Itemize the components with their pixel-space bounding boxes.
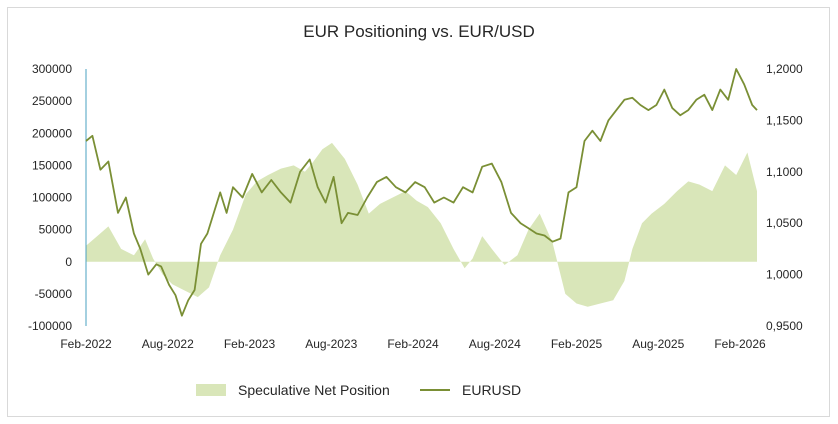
y-right-tick-label: 0,9500 bbox=[766, 319, 803, 333]
legend-label-position: Speculative Net Position bbox=[238, 382, 390, 398]
y-left-tick-label: 250000 bbox=[32, 94, 72, 108]
legend: Speculative Net Position EURUSD bbox=[0, 382, 838, 402]
legend-item-position: Speculative Net Position bbox=[196, 382, 390, 398]
y-right-tick-label: 1,1500 bbox=[766, 113, 803, 127]
y-left-tick-label: 200000 bbox=[32, 126, 72, 140]
y-right-tick-label: 1,0500 bbox=[766, 216, 803, 230]
series-area-speculative-net-position bbox=[86, 142, 757, 307]
legend-item-eurusd: EURUSD bbox=[420, 382, 521, 398]
y-left-tick-label: 50000 bbox=[39, 223, 73, 237]
y-left-tick-label: 100000 bbox=[32, 191, 72, 205]
y-right-tick-label: 1,1000 bbox=[766, 165, 803, 179]
legend-swatch-area bbox=[196, 384, 226, 396]
y-left-tick-label: 300000 bbox=[32, 62, 72, 76]
x-tick-label: Feb-2023 bbox=[224, 337, 276, 351]
x-tick-label: Aug-2023 bbox=[305, 337, 357, 351]
y-left-tick-label: -100000 bbox=[28, 319, 72, 333]
x-tick-label: Feb-2022 bbox=[60, 337, 112, 351]
y-right-tick-label: 1,0000 bbox=[766, 268, 803, 282]
x-tick-label: Feb-2026 bbox=[714, 337, 766, 351]
y-right-tick-label: 1,2000 bbox=[766, 62, 803, 76]
legend-swatch-line bbox=[420, 389, 450, 391]
y-left-tick-label: 150000 bbox=[32, 158, 72, 172]
legend-label-eurusd: EURUSD bbox=[462, 382, 522, 398]
chart-title: EUR Positioning vs. EUR/USD bbox=[303, 22, 535, 41]
x-tick-label: Aug-2025 bbox=[632, 337, 684, 351]
y-left-tick-label: -50000 bbox=[35, 287, 73, 301]
y-left-tick-label: 0 bbox=[65, 255, 72, 269]
x-tick-label: Aug-2024 bbox=[469, 337, 521, 351]
series-line-eurusd bbox=[85, 68, 758, 317]
x-tick-label: Feb-2024 bbox=[387, 337, 439, 351]
x-tick-label: Aug-2022 bbox=[142, 337, 194, 351]
x-tick-label: Feb-2025 bbox=[551, 337, 603, 351]
